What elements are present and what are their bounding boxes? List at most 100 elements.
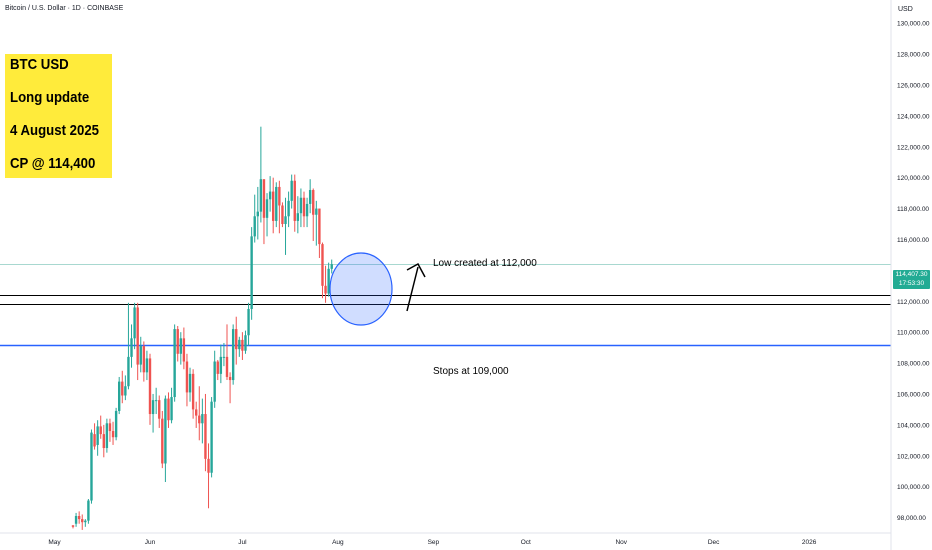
y-tick-label: 112,000.00 [897, 299, 929, 306]
candle-body [284, 216, 287, 225]
highlight-circle[interactable] [329, 252, 393, 326]
candles-layer [71, 126, 333, 530]
candle [225, 324, 229, 381]
y-tick-labels: 130,000.00 128,000.00 126,000.00 124,000.00… [897, 21, 930, 522]
candle [74, 512, 78, 527]
candle-body [321, 244, 324, 286]
candle-body [308, 190, 312, 204]
currency-label[interactable]: USD [898, 6, 913, 13]
candle-body [318, 208, 321, 245]
candle-body [77, 516, 81, 520]
candle [259, 126, 263, 223]
candle-body [250, 236, 253, 309]
candle-body [87, 500, 90, 521]
candle [219, 344, 223, 384]
candle [164, 395, 167, 483]
candle-body [139, 346, 142, 365]
candle [330, 259, 333, 274]
candle-body [151, 400, 155, 415]
candle [96, 420, 99, 456]
candle-body [225, 356, 229, 377]
candle-body [182, 338, 186, 362]
candle [179, 332, 182, 365]
candle [99, 415, 102, 439]
y-tick-label: 106,000.00 [897, 391, 930, 398]
candle-body [173, 329, 176, 398]
candle [238, 336, 241, 357]
candle [275, 182, 278, 228]
x-tick-label: Aug [332, 539, 344, 546]
candle [114, 407, 118, 441]
candle-body [278, 186, 281, 206]
y-tick-label: 104,000.00 [897, 422, 930, 429]
candle [81, 514, 84, 530]
candle [201, 398, 204, 444]
candle-body [191, 373, 195, 410]
candle-body [253, 216, 256, 237]
candle [318, 208, 321, 259]
candle [268, 176, 272, 212]
candle [321, 242, 324, 299]
candle [235, 316, 238, 365]
y-tick-label: 120,000.00 [897, 175, 930, 182]
candle [272, 177, 275, 234]
candle-body [228, 376, 232, 381]
candle-body [256, 211, 259, 217]
info-box[interactable]: BTC USD Long update 4 August 2025 CP @ 1… [5, 54, 112, 178]
candle-body [231, 329, 235, 381]
candle [228, 372, 232, 404]
candle [102, 424, 105, 458]
candle-body [81, 519, 84, 523]
candle-body [302, 197, 306, 217]
candle-body [305, 203, 309, 217]
y-tick-label: 108,000.00 [897, 361, 930, 368]
candle-body [145, 358, 149, 373]
candle [167, 392, 170, 428]
info-line-symbol: BTC USD [10, 56, 69, 73]
candle [305, 197, 309, 228]
y-tick-label: 124,000.00 [897, 113, 930, 120]
candle-body [210, 401, 213, 473]
candle-body [216, 361, 219, 374]
candle-body [330, 264, 333, 269]
candle-body [281, 205, 284, 225]
candle-body [185, 361, 189, 393]
candle-body [259, 179, 263, 212]
candle [241, 332, 244, 360]
candle [210, 397, 213, 478]
candle-body [198, 415, 201, 424]
candle [145, 350, 149, 381]
candle-body [244, 335, 247, 351]
candle [182, 327, 186, 370]
candle-body [179, 338, 182, 354]
low-created-note: Low created at 112,000 [433, 258, 537, 269]
y-tick-label: 122,000.00 [897, 144, 930, 151]
candle-body [164, 398, 167, 464]
candle [247, 302, 250, 347]
y-tick-label: 110,000.00 [897, 330, 929, 337]
x-tick-label: Dec [708, 539, 720, 546]
candle-body [299, 197, 303, 214]
candle-body [105, 423, 109, 449]
candle [250, 227, 253, 320]
up-arrow-drawing[interactable] [406, 266, 419, 312]
candle [87, 499, 90, 524]
candle-body [102, 434, 105, 449]
candle [308, 179, 312, 214]
drawings-layer [329, 252, 426, 326]
candle [77, 511, 81, 524]
candle [170, 387, 173, 424]
candle-body [93, 434, 96, 447]
candle [198, 386, 201, 441]
candle-body [133, 307, 136, 339]
candle [195, 401, 198, 428]
candle [154, 387, 158, 415]
candle-body [315, 208, 318, 215]
candle-body [161, 418, 164, 464]
symbol-title: Bitcoin / U.S. Dollar · 1D · COINBASE [5, 5, 124, 12]
candle-body [201, 414, 204, 424]
candle-body [327, 268, 330, 294]
y-tick-label: 102,000.00 [897, 453, 930, 460]
candle-body [265, 199, 269, 218]
